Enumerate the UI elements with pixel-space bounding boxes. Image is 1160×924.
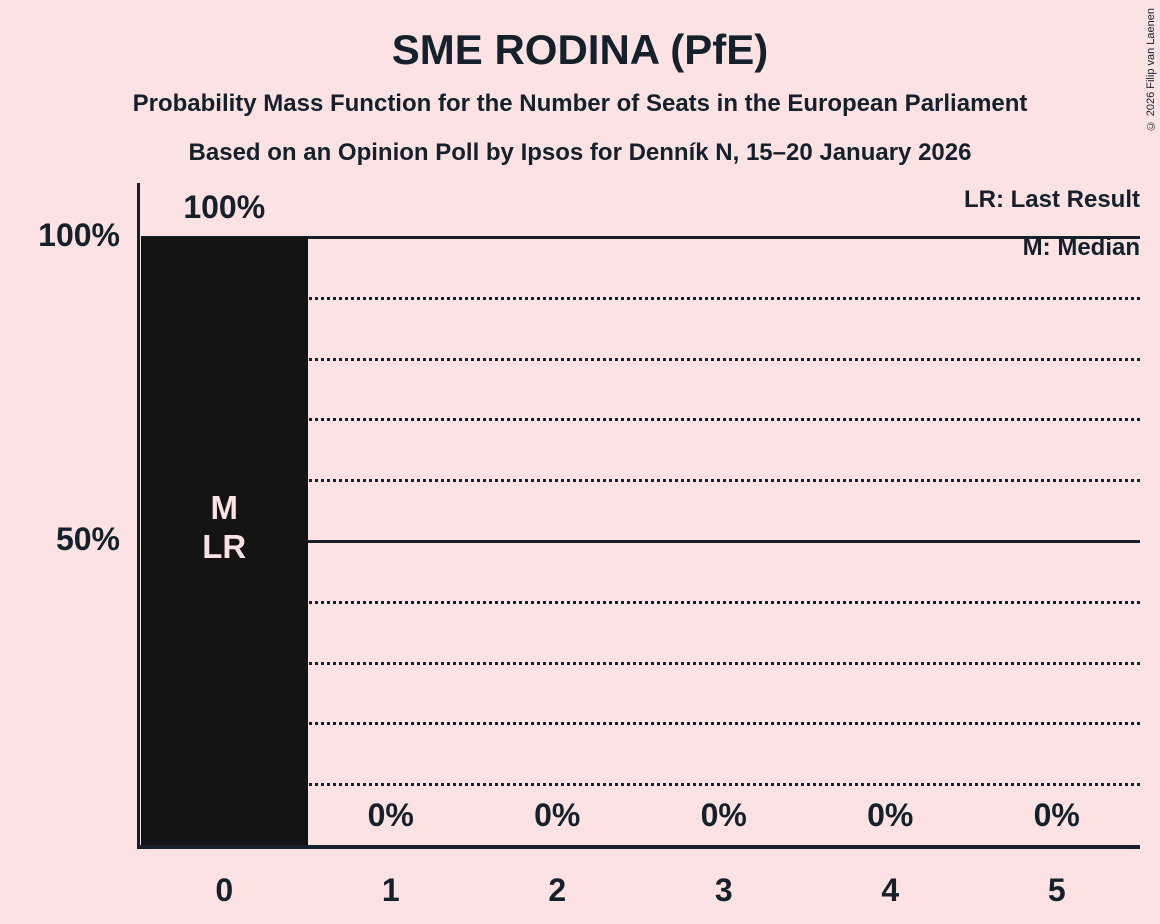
y-tick-label-50: 50% [55,521,120,557]
gridline-dotted-20 [141,722,1140,726]
gridline-dotted-80 [141,357,1140,361]
bar-value-label-0: 100% [183,189,266,225]
bar-annotation-line: M [210,489,239,526]
bar-0 [141,237,308,845]
bar-value-label-2: 0% [534,797,581,833]
x-axis-line [137,845,1140,849]
x-tick-label-2: 2 [548,872,567,908]
gridline-dotted-90 [141,296,1140,300]
chart-title: SME RODINA (PfE) [391,26,769,73]
bar-value-label-3: 0% [700,797,747,833]
y-tick-label-100: 100% [38,217,120,253]
gridline-dotted-70 [141,418,1140,422]
x-tick-label-1: 1 [381,872,400,908]
x-tick-label-0: 0 [215,872,234,908]
bar-annotation-0: M LR [141,237,308,817]
chart-source-line: Based on an Opinion Poll by Ipsos for De… [188,139,972,166]
bar-value-label-5: 0% [1033,797,1080,833]
gridline-dotted-40 [141,600,1140,604]
y-axis-line [137,183,140,849]
gridline-dotted-10 [141,783,1140,787]
x-tick-label-5: 5 [1047,872,1066,908]
bar-annotation-line: LR [202,528,247,565]
bar-value-label-4: 0% [867,797,914,833]
gridline-dotted-60 [141,479,1140,483]
gridline-solid-100 [141,236,1140,239]
x-tick-label-3: 3 [714,872,733,908]
legend-last-result: LR: Last Result [963,186,1140,213]
gridline-dotted-30 [141,661,1140,665]
chart-subtitle: Probability Mass Function for the Number… [132,90,1028,117]
copyright-notice: © 2026 Filip van Laenen [1145,8,1157,132]
gridline-solid-50 [141,540,1140,543]
bar-value-label-1: 0% [367,797,414,833]
x-tick-label-4: 4 [881,872,900,908]
